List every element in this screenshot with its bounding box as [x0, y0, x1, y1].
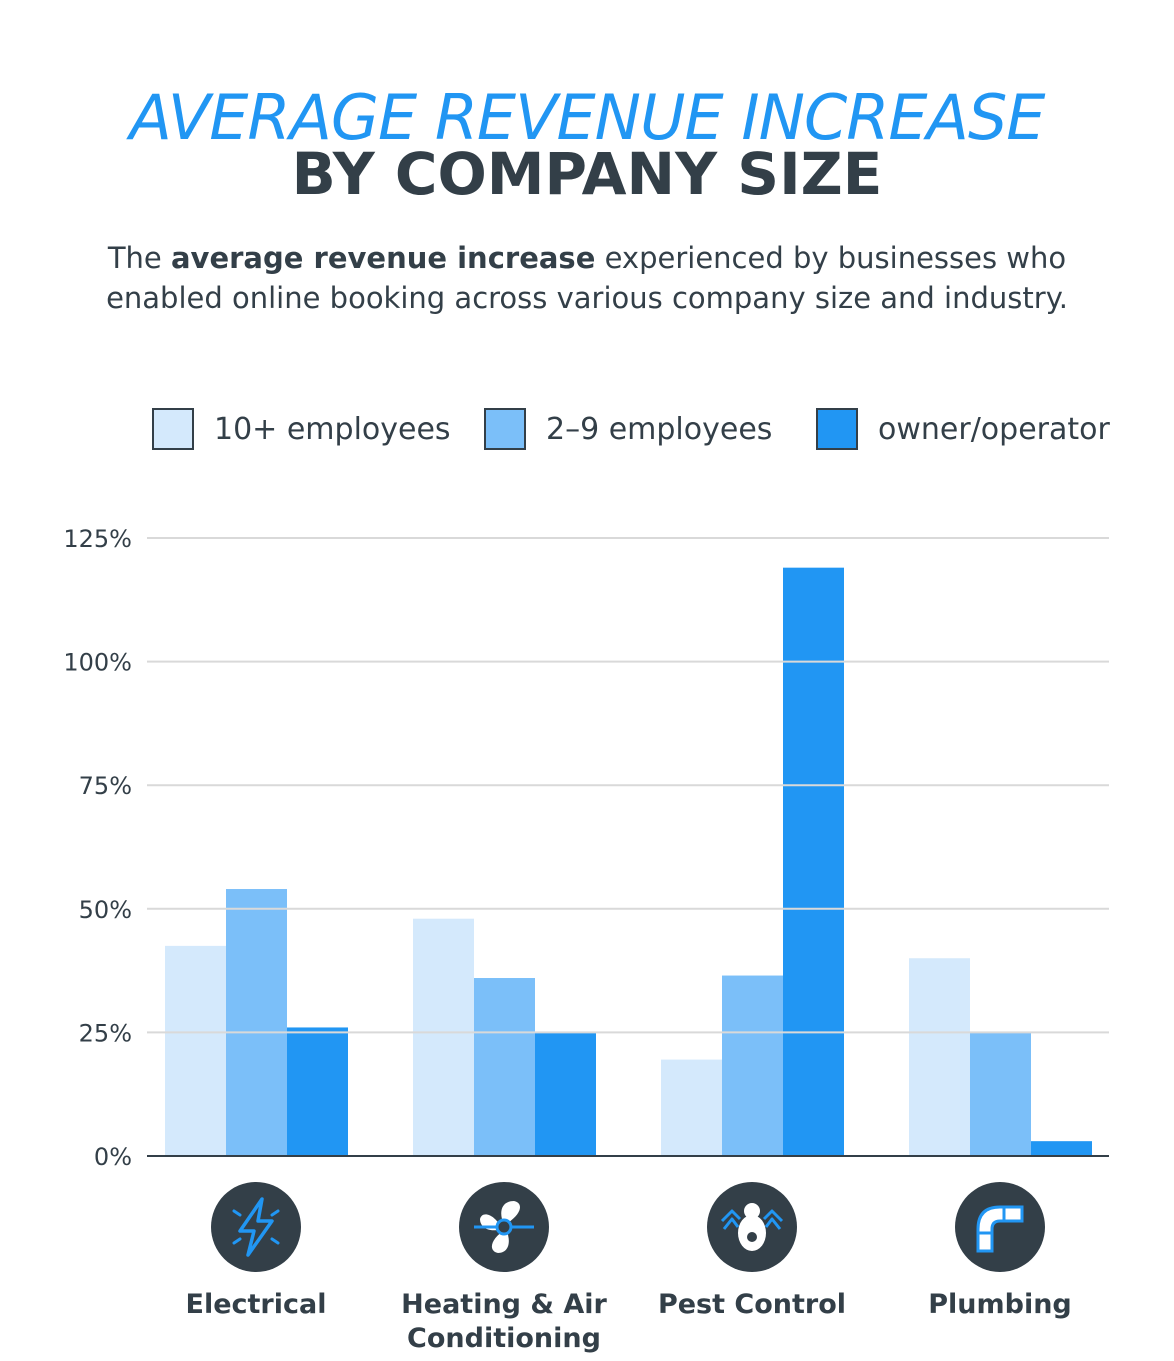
legend-label-10plus: 10+ employees — [214, 411, 451, 447]
bar — [722, 975, 783, 1156]
bug-icon — [706, 1181, 798, 1273]
bar — [783, 567, 844, 1156]
bar — [287, 1027, 348, 1156]
bar — [474, 978, 535, 1156]
subtitle-text-post: experienced by businesses who enabled on… — [106, 241, 1068, 315]
chart-legend: 10+ employees 2–9 employees owner/operat… — [0, 408, 1174, 454]
lightning-icon — [210, 1181, 302, 1273]
legend-swatch-2-9 — [484, 408, 526, 450]
bar — [413, 918, 474, 1156]
legend-swatch-owner — [816, 408, 858, 450]
legend-label-2-9: 2–9 employees — [546, 411, 773, 447]
category-label-plumbing: Plumbing — [928, 1289, 1072, 1320]
y-tick-label: 100% — [63, 649, 132, 677]
legend-item-10plus: 10+ employees — [152, 408, 451, 450]
bar — [535, 1032, 596, 1156]
fan-icon — [458, 1181, 550, 1273]
chart-title-line-2: BY COMPANY SIZE — [291, 140, 883, 208]
category-label-heating-air-conditioning: Heating & Air Conditioning — [401, 1289, 607, 1354]
category-label-electrical: Electrical — [185, 1289, 327, 1320]
bar — [970, 1032, 1031, 1156]
bar — [165, 945, 226, 1156]
subtitle-text-bold: average revenue increase — [170, 241, 596, 275]
bar — [909, 958, 970, 1156]
legend-item-owner: owner/operator — [816, 408, 1110, 450]
bar — [226, 889, 287, 1156]
category-label-pest-control: Pest Control — [657, 1289, 847, 1320]
legend-item-2-9: 2–9 employees — [484, 408, 772, 450]
y-tick-label: 75% — [79, 772, 132, 800]
legend-label-owner: owner/operator — [878, 411, 1110, 447]
legend-swatch-10plus — [152, 408, 194, 450]
y-tick-label: 25% — [79, 1019, 132, 1047]
pipe-icon — [954, 1181, 1046, 1273]
chart-subtitle: The average revenue increase experienced… — [60, 238, 1114, 318]
y-tick-label: 50% — [79, 896, 132, 924]
y-tick-label: 125% — [63, 525, 132, 553]
bar — [661, 1059, 722, 1156]
chart-title-line-1: AVERAGE REVENUE INCREASE — [129, 81, 1046, 154]
subtitle-text-pre: The — [107, 241, 171, 275]
bar — [1031, 1141, 1092, 1156]
y-tick-label: 0% — [94, 1143, 132, 1171]
